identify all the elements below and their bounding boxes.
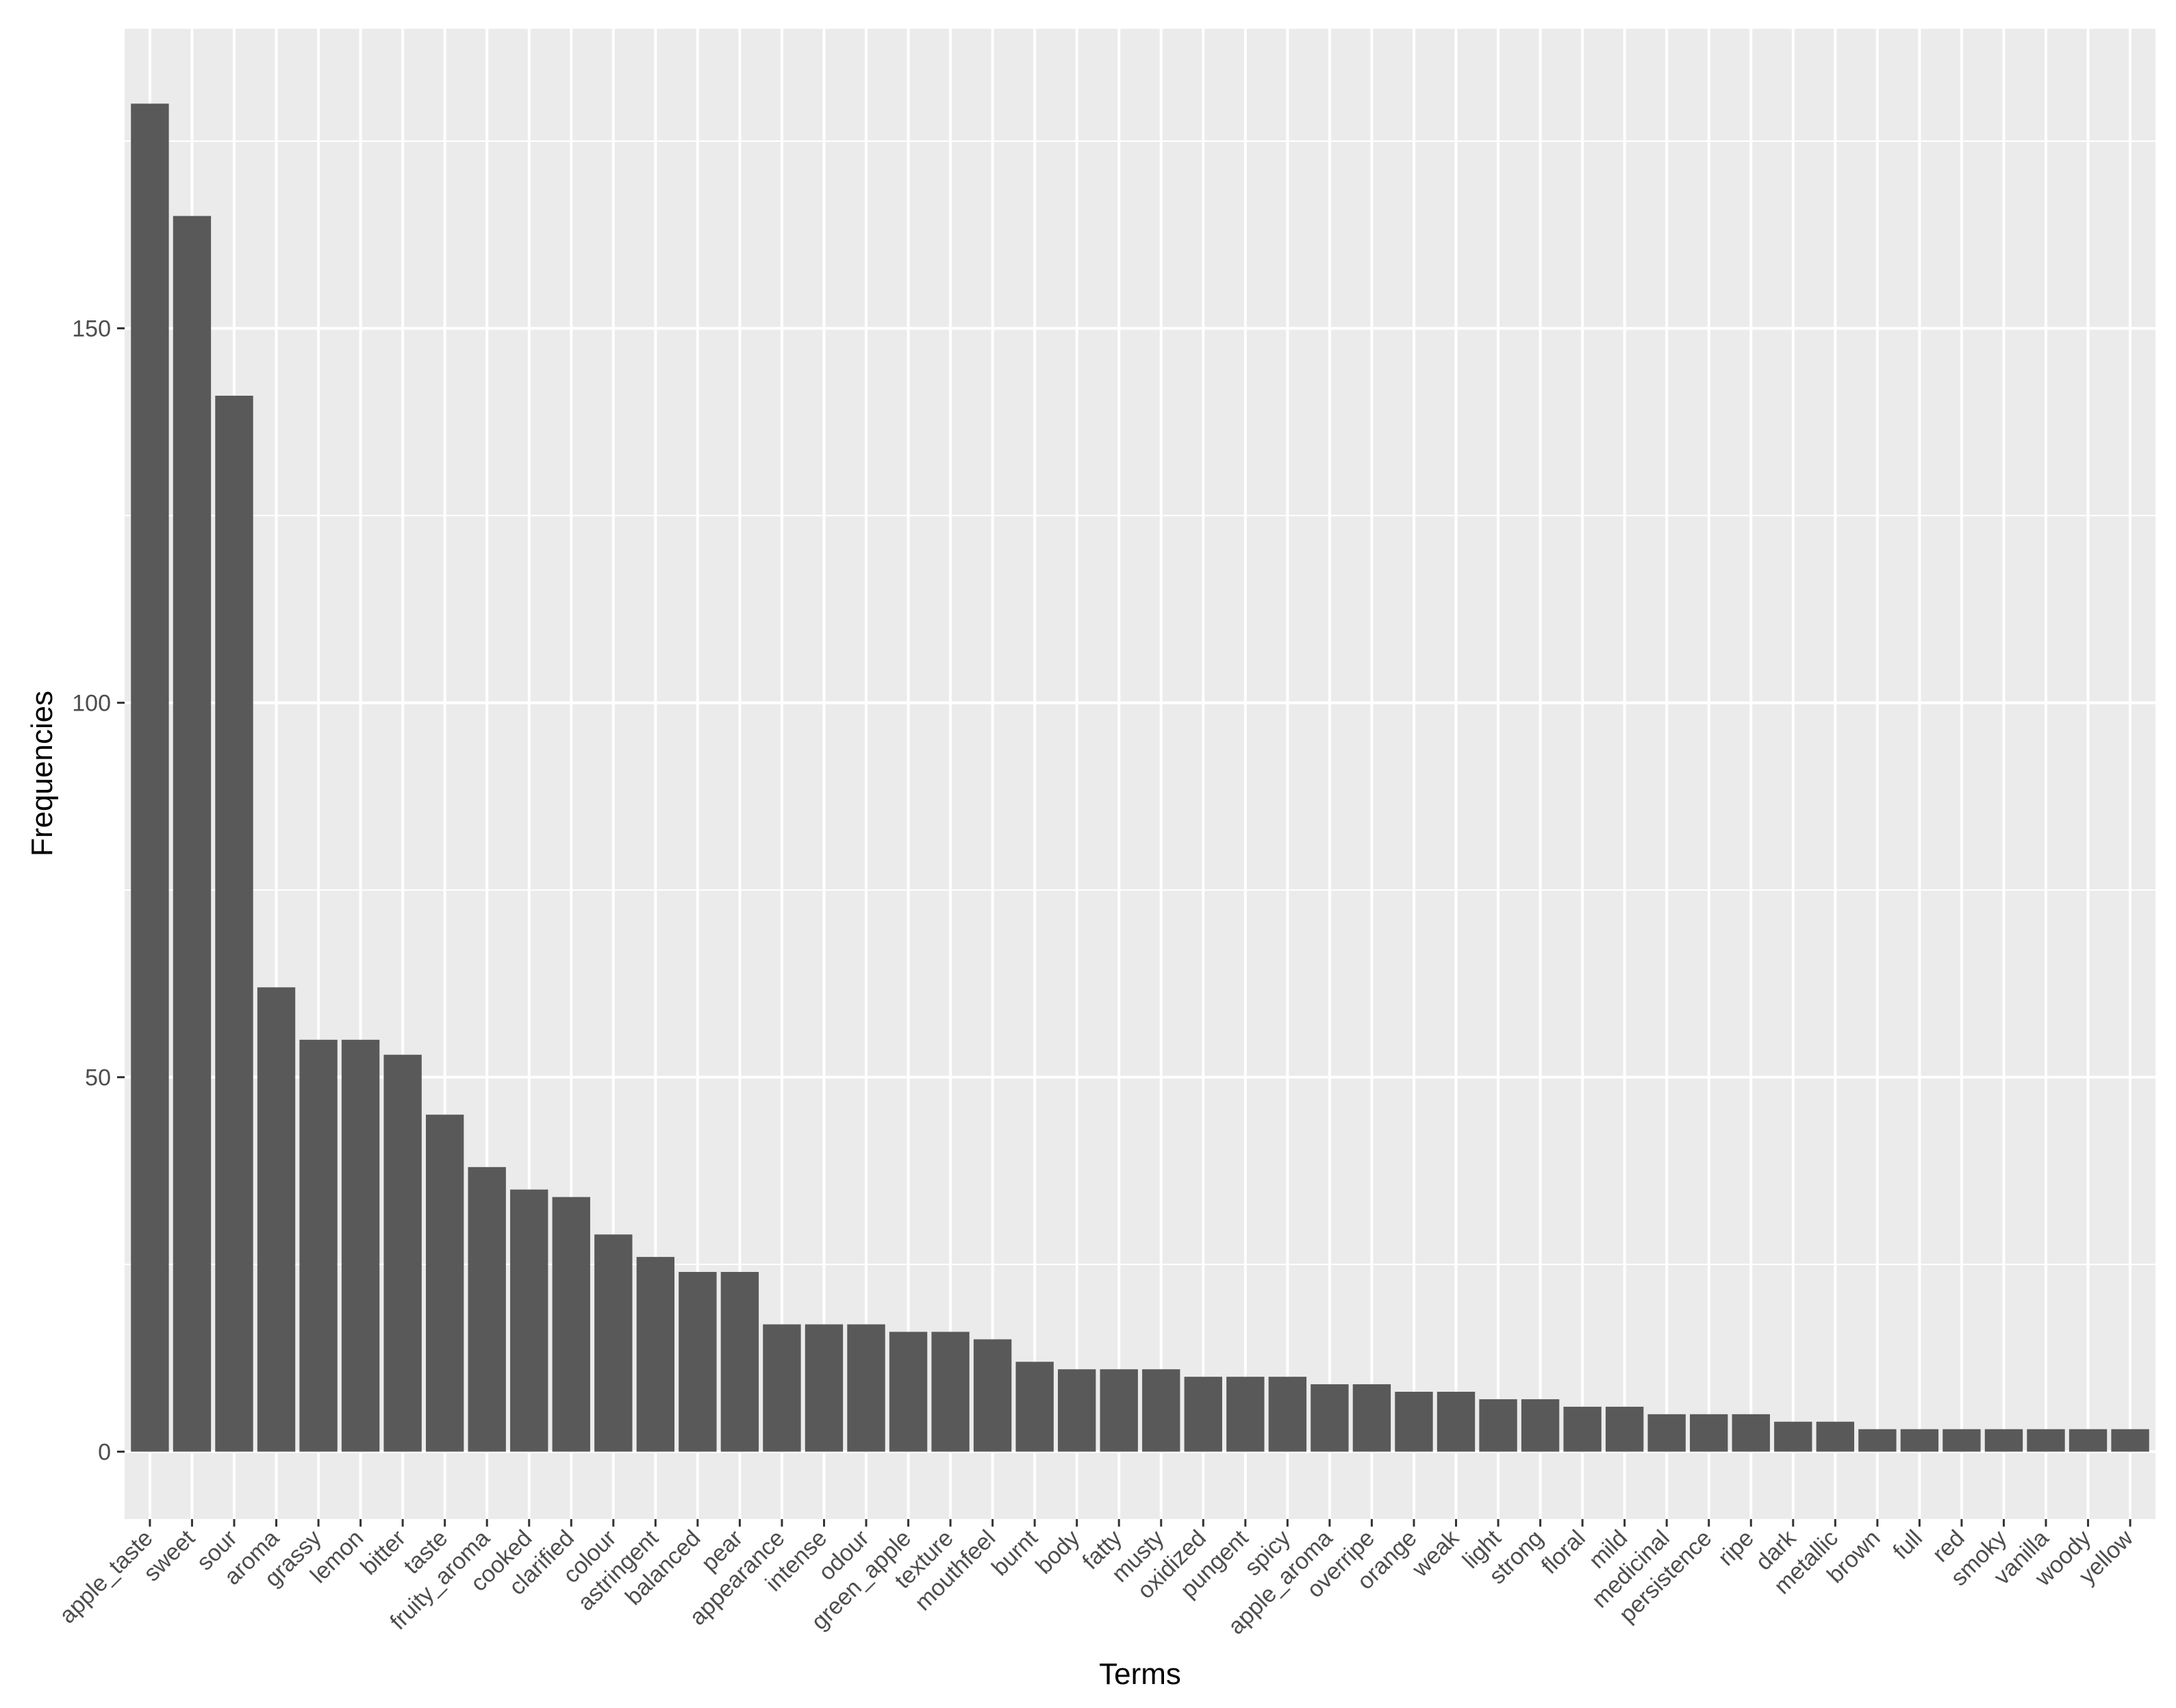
bar-appearance — [763, 1324, 801, 1452]
bar-spicy — [1268, 1377, 1307, 1452]
x-axis: apple_tastesweetsouraromagrassylemonbitt… — [54, 1519, 2138, 1640]
y-tick-label: 150 — [72, 316, 111, 342]
bar-odour — [847, 1324, 885, 1452]
bar-texture — [931, 1331, 970, 1452]
bar-body — [1058, 1369, 1096, 1452]
bar-yellow — [2111, 1429, 2149, 1452]
bar-floral — [1563, 1406, 1602, 1452]
bar-lemon — [341, 1039, 380, 1452]
bar-musty — [1142, 1369, 1180, 1452]
bar-weak — [1437, 1392, 1476, 1452]
bar-fruity_aroma — [468, 1167, 506, 1452]
bar-metallic — [1816, 1421, 1855, 1452]
bar-light — [1479, 1399, 1517, 1452]
bar-green_apple — [889, 1331, 928, 1452]
x-tick-label: bitter — [355, 1525, 410, 1580]
x-tick-label: ripe — [1713, 1525, 1759, 1571]
bar-mouthfeel — [973, 1339, 1012, 1452]
y-axis: 0 50 100 150 — [72, 316, 125, 1466]
bar-bitter — [383, 1054, 422, 1452]
bar-mild — [1605, 1406, 1644, 1452]
bar-strong — [1521, 1399, 1560, 1452]
bar-ripe — [1732, 1414, 1770, 1452]
x-tick-label: burnt — [987, 1525, 1043, 1581]
bar-sour — [215, 396, 253, 1452]
y-axis-title: Frequencies — [25, 691, 59, 856]
bar-overripe — [1352, 1384, 1391, 1452]
bar-medicinal — [1647, 1414, 1686, 1452]
y-tick-label: 0 — [98, 1440, 111, 1466]
bar-full — [1900, 1429, 1939, 1452]
y-tick-label: 100 — [72, 691, 111, 717]
bar-astringent — [636, 1257, 675, 1452]
bar-intense — [805, 1324, 844, 1452]
y-tick-label: 50 — [85, 1065, 111, 1091]
bar-fatty — [1100, 1369, 1138, 1452]
x-tick-label: body — [1030, 1525, 1085, 1579]
bar-brown — [1858, 1429, 1897, 1452]
bar-clarified — [552, 1197, 590, 1452]
bar-smoky — [1984, 1429, 2023, 1452]
bar-pungent — [1226, 1377, 1265, 1452]
bar-oxidized — [1184, 1377, 1222, 1452]
x-tick-label: weak — [1406, 1525, 1464, 1582]
x-tick-label: apple_taste — [54, 1525, 157, 1629]
x-axis-title: Terms — [1099, 1657, 1181, 1691]
bar-vanilla — [2027, 1429, 2065, 1452]
bar-taste — [425, 1114, 464, 1452]
bar-balanced — [679, 1271, 717, 1452]
bar-colour — [594, 1234, 633, 1452]
bar-persistence — [1690, 1414, 1728, 1452]
bar-grassy — [299, 1039, 338, 1452]
bar-aroma — [257, 987, 296, 1452]
bar-apple_aroma — [1311, 1384, 1349, 1452]
bar-orange — [1395, 1392, 1433, 1452]
bar-cooked — [510, 1189, 548, 1452]
bar-apple_taste — [131, 103, 169, 1452]
bar-dark — [1774, 1421, 1812, 1452]
bars — [131, 103, 2149, 1452]
bar-pear — [720, 1271, 759, 1452]
bar-red — [1943, 1429, 1981, 1452]
bar-sweet — [173, 216, 212, 1452]
x-tick-label: floral — [1536, 1525, 1591, 1579]
bar-woody — [2069, 1429, 2108, 1452]
x-tick-label: full — [1888, 1525, 1927, 1565]
bar-burnt — [1015, 1362, 1054, 1452]
